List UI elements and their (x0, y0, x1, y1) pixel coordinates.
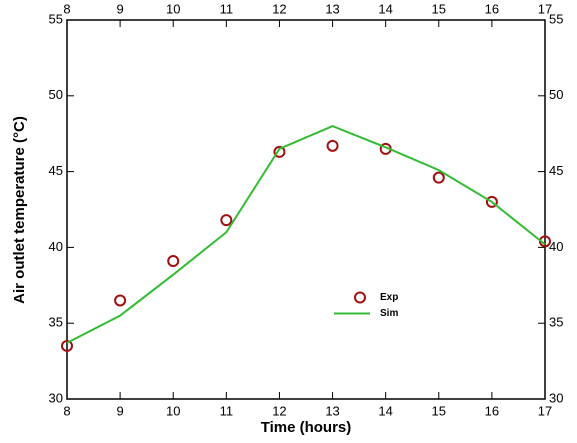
x-axis-label: Time (hours) (261, 419, 352, 436)
x-tick-label: 8 (63, 403, 70, 418)
x-tick-label: 12 (272, 403, 286, 418)
y-tick-label-right: 35 (549, 315, 563, 330)
marker (61, 339, 73, 352)
y-axis-label: Air outlet temperature (°C) (11, 116, 28, 304)
x-tick-label-top: 13 (325, 1, 339, 16)
marker (326, 139, 339, 152)
y-tick-label: 55 (49, 11, 63, 26)
x-tick-label-top: 10 (166, 1, 180, 16)
marker (273, 145, 286, 158)
legend-swatch (354, 291, 366, 304)
legend-label: Exp (380, 292, 398, 303)
y-tick-label-right: 40 (549, 239, 563, 254)
y-tick-label-right: 30 (549, 390, 563, 405)
x-tick-label-top: 17 (538, 1, 552, 16)
x-tick-label-top: 8 (63, 1, 70, 16)
x-tick-label-top: 15 (432, 1, 446, 16)
legend-label: Sim (380, 308, 398, 319)
x-tick-label-top: 11 (220, 1, 234, 16)
x-tick-label: 16 (485, 403, 499, 418)
y-tick-label-right: 50 (549, 87, 563, 102)
x-tick-label: 9 (116, 403, 123, 418)
x-tick-label: 11 (220, 403, 234, 418)
x-tick-label-top: 16 (485, 1, 499, 16)
line (66, 125, 546, 344)
x-tick-label: 13 (325, 403, 339, 418)
x-tick-label: 15 (432, 403, 446, 418)
y-tick-label: 40 (49, 239, 63, 254)
y-tick-label: 50 (49, 87, 63, 102)
marker (485, 195, 498, 208)
x-tick-label: 10 (166, 403, 180, 418)
y-tick-label: 30 (49, 390, 63, 405)
marker (114, 294, 127, 307)
x-tick-label: 14 (378, 403, 392, 418)
y-tick-label-right: 55 (549, 11, 563, 26)
marker (432, 171, 445, 184)
marker (220, 214, 233, 227)
x-tick-label-top: 14 (378, 1, 392, 16)
y-tick-label: 35 (49, 315, 63, 330)
y-tick-label: 45 (49, 163, 63, 178)
y-tick-label-right: 45 (549, 163, 563, 178)
x-tick-label-top: 9 (116, 1, 123, 16)
marker (167, 255, 180, 268)
plot-frame (66, 19, 546, 400)
x-tick-label-top: 12 (272, 1, 286, 16)
x-tick-label: 17 (538, 403, 552, 418)
